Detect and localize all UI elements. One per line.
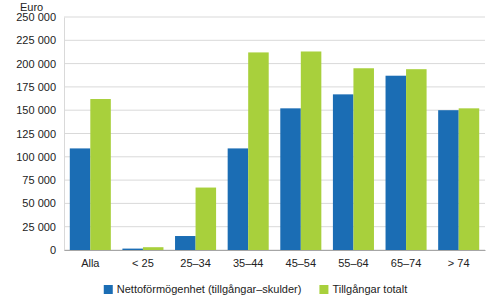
tick-label: 75 000 [22,174,56,186]
tick: 55–64 [338,250,369,269]
tick: < 25 [132,250,154,269]
bars [70,51,479,250]
tick: > 74 [448,250,470,269]
bar [353,68,374,250]
tick: 35–44 [233,250,264,269]
bar [70,148,91,250]
grid [64,17,485,250]
tick-label: 25–34 [180,257,211,269]
legend: Nettoförmögenhet (tillgångar–skulder) Til… [104,283,407,295]
bar [438,110,459,250]
bar [90,99,111,250]
legend-swatch [319,285,328,294]
tick-label: 125 000 [16,128,56,140]
tick-label: 0 [50,244,56,256]
tick: 150 000 [16,104,64,116]
tick: 125 000 [16,128,64,140]
legend-label: Nettoförmögenhet (tillgångar–skulder) [117,283,302,295]
tick-label: 200 000 [16,58,56,70]
grid-line [64,63,485,64]
x-axis: Alla < 25 25–34 35–44 45–54 55–64 65–74 > 74 [65,250,486,269]
tick-label: 25 000 [22,221,56,233]
tick: 25 000 [22,221,64,233]
tick-label: < 25 [132,257,154,269]
bar [122,249,143,250]
bar [406,69,427,250]
tick: 200 000 [16,58,64,70]
tick: 175 000 [16,81,64,93]
bar [301,51,322,250]
bar [175,236,196,250]
bar [228,148,249,250]
legend-label: Tillgångar totalt [332,283,407,295]
tick-label: 45–54 [286,257,317,269]
tick-label: 100 000 [16,151,56,163]
legend-item: Nettoförmögenhet (tillgångar–skulder) [104,283,302,295]
tick-label: 35–44 [233,257,264,269]
tick: 100 000 [16,151,64,163]
plot: 0 25 000 50 000 75 000 100 000 125 000 150 000… [16,11,485,269]
tick-label: 150 000 [16,104,56,116]
tick: 50 000 [22,197,64,209]
axis-line [64,18,65,251]
tick-label: 50 000 [22,197,56,209]
tick: 0 [50,244,64,256]
bar [333,94,354,250]
bar [196,188,217,250]
tick-label: > 74 [448,257,470,269]
legend-item: Tillgångar totalt [319,283,407,295]
tick: 225 000 [16,34,64,46]
bar [280,108,301,250]
tick-label: 225 000 [16,34,56,46]
chart: 0 25 000 50 000 75 000 100 000 125 000 150 000… [0,0,491,302]
tick: 45–54 [286,250,317,269]
tick: 25–34 [180,250,211,269]
legend-swatch [104,285,113,294]
axis-title: Euro [20,1,43,13]
bar [248,52,269,250]
tick-label: 55–64 [338,257,369,269]
bar [459,108,480,250]
tick: 65–74 [391,250,422,269]
tick-label: 175 000 [16,81,56,93]
bar [386,76,407,250]
tick: 75 000 [22,174,64,186]
series [90,51,479,250]
grid-line [64,17,485,18]
grid-line [64,40,485,41]
tick-label: 65–74 [391,257,422,269]
bar [143,247,164,250]
tick-label: Alla [81,257,100,269]
tick: Alla [81,250,100,269]
axis-line [65,250,486,251]
y-axis: 0 25 000 50 000 75 000 100 000 125 000 150 000… [16,11,64,256]
